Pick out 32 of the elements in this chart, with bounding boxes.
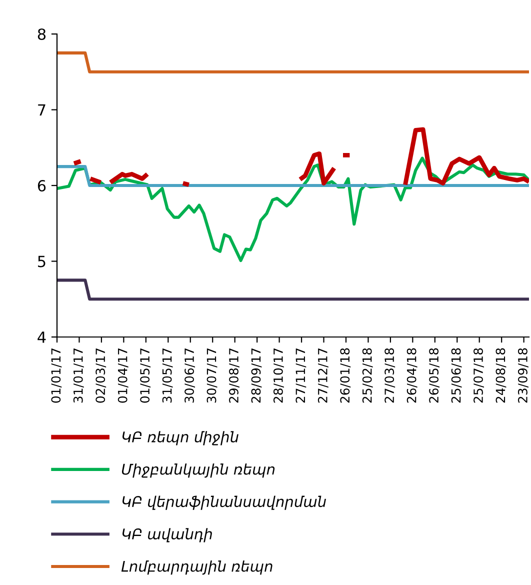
x-tick-label: 24/08/18	[496, 348, 506, 403]
x-tick-label: 27/12/17	[318, 348, 328, 403]
y-tick-label: 5	[38, 256, 46, 268]
legend-label: Լոմբարդային ռեպո	[121, 560, 272, 575]
x-tick-label: 31/05/17	[162, 348, 173, 403]
x-tick-label: 26/04/18	[406, 348, 418, 403]
x-tick-label: 02/03/17	[96, 348, 106, 403]
x-tick-label: 25/02/18	[362, 348, 373, 403]
x-tick-label: 01/01/17	[51, 348, 62, 403]
x-tick-label: 30/06/17	[184, 348, 195, 403]
x-tick-label: 30/07/17	[206, 348, 218, 403]
x-tick-label: 31/01/17	[73, 348, 84, 403]
y-tick-label: 7	[38, 104, 46, 116]
x-tick-label: 26/05/18	[429, 348, 440, 403]
legend-label: ԿԲ վերաֆինանսավորման	[122, 496, 326, 510]
x-tick-label: 25/07/18	[474, 348, 484, 403]
x-tick-label: 27/11/17	[296, 348, 306, 403]
legend-label: Միջբանկային ռեպո	[122, 463, 275, 478]
x-tick-label: 29/08/17	[229, 348, 240, 403]
x-tick-label: 01/04/17	[118, 348, 128, 403]
x-tick-label: 28/10/17	[273, 348, 284, 403]
x-tick-label: 01/05/17	[140, 348, 151, 403]
y-tick-label: 4	[38, 332, 46, 343]
y-tick-label: 6	[38, 180, 46, 192]
x-tick-label: 26/01/18	[340, 348, 351, 403]
legend-label: ԿԲ ռեպո միջին	[122, 431, 238, 446]
x-tick-label: 27/03/18	[384, 348, 396, 403]
legend-label: ԿԲ ավանդի	[122, 528, 212, 542]
x-tick-label: 28/09/17	[251, 348, 262, 403]
x-tick-label: 25/06/18	[451, 348, 462, 403]
x-tick-label: 23/09/18	[518, 348, 528, 403]
y-tick-label: 8	[38, 28, 46, 40]
